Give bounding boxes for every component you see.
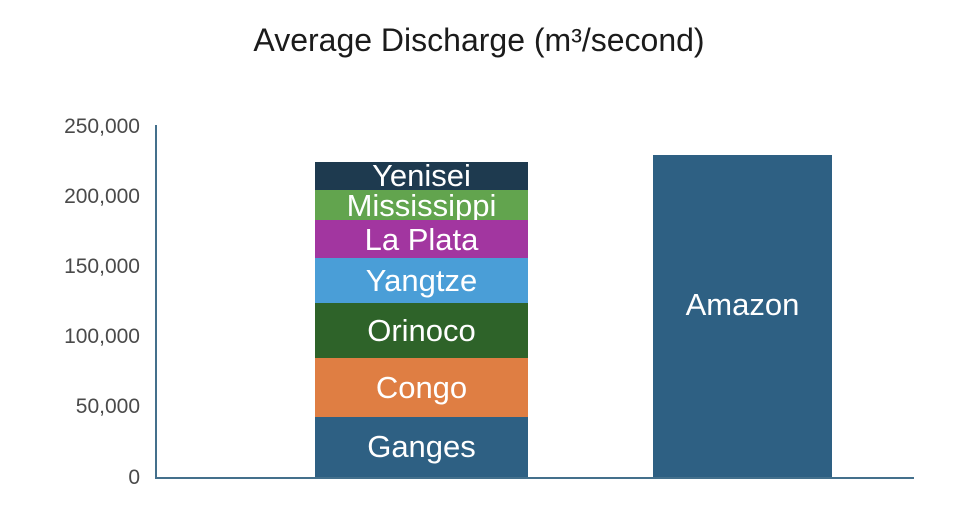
bar-segment-label: Yangtze — [365, 263, 478, 299]
bar-segment-label: Congo — [375, 369, 468, 405]
y-tick-label: 150,000 — [64, 255, 140, 279]
bar-amazon: Amazon — [653, 154, 832, 477]
bar-segment-congo: Congo — [315, 357, 528, 417]
bar-segment-mississippi: Mississippi — [315, 190, 528, 221]
bar-segment-amazon: Amazon — [653, 154, 832, 477]
y-tick-label: 200,000 — [64, 185, 140, 209]
y-tick-label: 250,000 — [64, 115, 140, 138]
chart-title: Average Discharge (m³/second) — [253, 22, 705, 58]
bar-segment-ganges: Ganges — [315, 416, 528, 477]
bar-stack: Ganges Congo Orinoco Yangtze La Plata Mississ… — [315, 158, 528, 477]
y-tick-label: 100,000 — [64, 325, 140, 349]
bar-segment-orinoco: Orinoco — [315, 303, 528, 358]
bar-segment-label: Yenisei — [372, 158, 471, 194]
y-tick-label: 50,000 — [75, 395, 140, 419]
y-axis-line — [155, 125, 157, 478]
bar-segment-yenisei: Yenisei — [315, 158, 528, 194]
bar-segment-label: Mississippi — [346, 187, 497, 223]
y-tick-label: 0 — [128, 465, 140, 489]
bar-segment-yangtze: Yangtze — [315, 258, 528, 304]
bar-segment-label: Ganges — [367, 429, 476, 465]
bar-segment-la-plata: La Plata — [315, 220, 528, 259]
bar-segment-label: Orinoco — [367, 313, 476, 348]
bar-segment-label: Amazon — [685, 287, 800, 323]
x-axis-line — [155, 477, 914, 479]
bar-segment-label: La Plata — [364, 221, 479, 257]
